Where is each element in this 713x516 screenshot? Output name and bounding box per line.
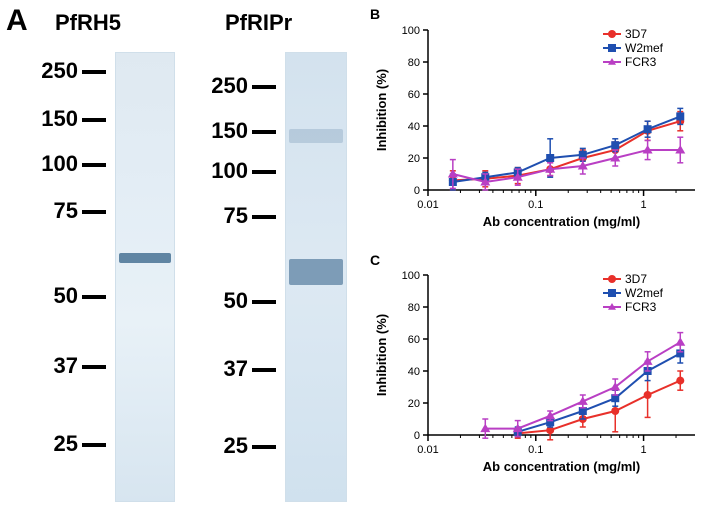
svg-text:0.01: 0.01 (417, 199, 438, 211)
gel-band (289, 259, 343, 285)
gel-lane-pfrh5 (115, 52, 175, 502)
ladder-label: 25 (212, 433, 248, 459)
ladder-tick (82, 443, 106, 447)
ladder-label: 250 (200, 73, 248, 99)
ladder-tick (252, 445, 276, 449)
svg-text:W2mef: W2mef (625, 286, 664, 300)
ladder-label: 50 (212, 288, 248, 314)
ladder-label: 50 (42, 283, 78, 309)
ladder-tick (82, 163, 106, 167)
svg-text:Ab concentration (mg/ml): Ab concentration (mg/ml) (483, 214, 640, 229)
ladder-tick (252, 170, 276, 174)
chart-c: 0 20 40 60 80 100 0.01 0.1 1Ab concentration (mg… (370, 255, 705, 485)
ladder-tick (82, 365, 106, 369)
ladder-tick (82, 118, 106, 122)
ladder-tick (252, 130, 276, 134)
ladder-tick (252, 368, 276, 372)
svg-text:Inhibition (%): Inhibition (%) (374, 314, 389, 396)
ladder-label: 100 (200, 158, 248, 184)
gel-title-pfrh5: PfRH5 (55, 10, 121, 36)
svg-text:Ab concentration (mg/ml): Ab concentration (mg/ml) (483, 459, 640, 474)
svg-text:40: 40 (408, 121, 420, 133)
svg-text:80: 80 (408, 57, 420, 69)
svg-text:40: 40 (408, 366, 420, 378)
chart-b: 0 20 40 60 80 100 0.01 0.1 1Ab concentration (mg… (370, 10, 705, 240)
ladder-label: 37 (42, 353, 78, 379)
gel-band (289, 129, 343, 143)
gel-band (119, 253, 171, 263)
svg-text:100: 100 (402, 25, 420, 37)
ladder-label: 75 (42, 198, 78, 224)
svg-text:0: 0 (414, 185, 420, 197)
ladder-tick (252, 85, 276, 89)
svg-text:0.01: 0.01 (417, 444, 438, 456)
svg-text:FCR3: FCR3 (625, 300, 657, 314)
svg-text:Inhibition (%): Inhibition (%) (374, 69, 389, 151)
svg-text:3D7: 3D7 (625, 27, 647, 41)
ladder-tick (82, 210, 106, 214)
ladder-label: 25 (42, 431, 78, 457)
ladder-tick (82, 295, 106, 299)
ladder-tick (82, 70, 106, 74)
ladder-label: 37 (212, 356, 248, 382)
ladder-label: 75 (212, 203, 248, 229)
svg-text:0: 0 (414, 430, 420, 442)
ladder-tick (252, 215, 276, 219)
ladder-tick (252, 300, 276, 304)
svg-text:60: 60 (408, 89, 420, 101)
ladder-label: 150 (30, 106, 78, 132)
svg-text:20: 20 (408, 398, 420, 410)
gel-title-pfripr: PfRIPr (225, 10, 292, 36)
svg-text:1: 1 (641, 199, 647, 211)
svg-text:0.1: 0.1 (528, 199, 543, 211)
svg-text:20: 20 (408, 153, 420, 165)
svg-text:W2mef: W2mef (625, 41, 664, 55)
svg-text:FCR3: FCR3 (625, 55, 657, 69)
ladder-label: 250 (30, 58, 78, 84)
svg-text:100: 100 (402, 270, 420, 282)
panel-a-label: A (6, 4, 28, 38)
ladder-label: 100 (30, 151, 78, 177)
svg-text:3D7: 3D7 (625, 272, 647, 286)
svg-text:1: 1 (641, 444, 647, 456)
svg-text:80: 80 (408, 302, 420, 314)
svg-text:60: 60 (408, 334, 420, 346)
gel-lane-pfripr (285, 52, 347, 502)
ladder-label: 150 (200, 118, 248, 144)
svg-text:0.1: 0.1 (528, 444, 543, 456)
